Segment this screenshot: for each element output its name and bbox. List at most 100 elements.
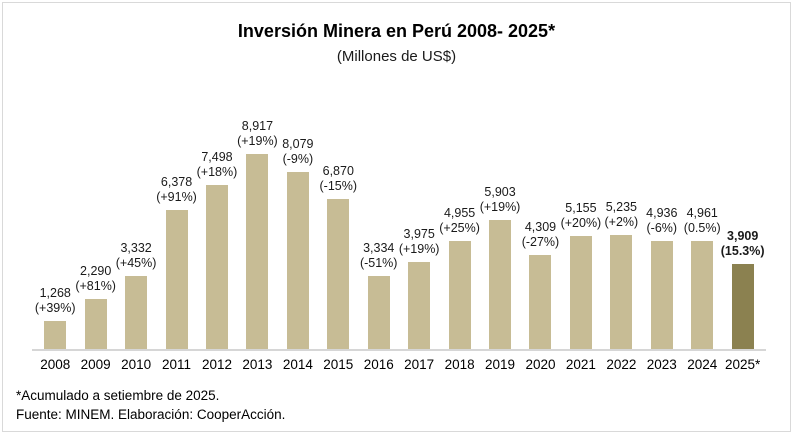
bar-column: 7,498 (+18%) (197, 150, 237, 349)
bar-column: 6,378 (+91%) (156, 175, 197, 349)
x-axis-label: 2020 (525, 357, 556, 372)
bar (205, 185, 228, 349)
bar-percent-change: (-6%) (646, 221, 678, 235)
x-axis-label: 2023 (646, 357, 677, 372)
bar-value: 7,498 (201, 150, 233, 164)
bar-value-label: 5,235 (+2%) (604, 200, 638, 230)
footnote-accumulated: *Acumulado a setiembre de 2025. (16, 388, 220, 403)
footnote-source: Fuente: MINEM. Elaboración: CooperAcción… (16, 407, 286, 422)
bar-value: 4,936 (646, 206, 678, 220)
bar (650, 241, 673, 349)
bar-value: 4,309 (524, 220, 557, 234)
bar-value-label: 5,155 (+20%) (561, 201, 602, 231)
bar-value: 2,290 (80, 264, 112, 278)
x-axis-label: 2025* (725, 357, 761, 372)
bar-value: 8,079 (282, 137, 314, 151)
bar-percent-change: (-51%) (359, 256, 398, 270)
bar-value: 3,334 (363, 241, 395, 255)
bar-value-label: 4,936 (-6%) (646, 206, 677, 236)
bar (286, 172, 309, 349)
bar-column: 4,309 (-27%) (520, 220, 560, 349)
bar-value-label: 3,334 (-51%) (360, 241, 398, 271)
x-axis-label: 2012 (201, 357, 232, 372)
x-axis-label: 2010 (121, 357, 152, 372)
x-axis-line (32, 349, 766, 351)
bar-value-label: 2,290 (+81%) (75, 264, 116, 294)
bar-value: 3,909 (727, 229, 759, 243)
bar-column: 4,955 (+25%) (439, 206, 480, 349)
bar-value: 8,917 (241, 119, 274, 133)
x-axis-label: 2008 (40, 357, 71, 372)
bar-value-label: 8,917 (+19%) (237, 119, 278, 149)
bar-percent-change: (15.3%) (720, 244, 765, 258)
bar-value: 5,903 (484, 185, 516, 199)
chart-footnotes: *Acumulado a setiembre de 2025. Fuente: … (16, 386, 285, 424)
x-axis-label: 2013 (242, 357, 273, 372)
bar-percent-change: (+19%) (398, 242, 440, 256)
x-axis-label: 2019 (485, 357, 516, 372)
bar-percent-change: (0.5%) (683, 221, 721, 235)
bar-value: 4,955 (443, 206, 476, 220)
bar-value: 3,332 (120, 241, 152, 255)
bar-value-label: 1,268 (+39%) (35, 286, 76, 316)
bar-column: 6,870 (-15%) (318, 164, 358, 349)
bar (408, 262, 431, 349)
bar-value-label: 6,378 (+91%) (156, 175, 197, 205)
bar-percent-change: (+18%) (196, 165, 238, 179)
bar-column: 3,975 (+19%) (399, 227, 439, 349)
bar-value: 5,235 (605, 200, 637, 214)
bar-value: 1,268 (39, 286, 71, 300)
bar-column: 8,079 (-9%) (278, 137, 318, 349)
bar-value-label: 3,975 (+19%) (399, 227, 440, 257)
bar-column: 4,961 (0.5%) (682, 206, 722, 349)
bar-column: 5,235 (+2%) (601, 200, 641, 349)
bar-column: 5,903 (+19%) (480, 185, 520, 349)
bar-value: 5,155 (565, 201, 597, 215)
bar-highlighted (731, 264, 754, 349)
bar-value-label: 5,903 (+19%) (480, 185, 521, 215)
bar-column: 3,909 (15.3%) (721, 229, 765, 349)
bar-value: 6,378 (160, 175, 193, 189)
x-axis-label: 2022 (606, 357, 637, 372)
bar-column: 1,268 (+39%) (35, 286, 76, 349)
bar (327, 199, 350, 349)
bar-percent-change: (+39%) (34, 301, 76, 315)
bar-value: 3,975 (403, 227, 435, 241)
chart-subtitle: (Millones de US$) (336, 48, 457, 65)
bar (165, 210, 188, 349)
bar-column: 5,155 (+20%) (561, 201, 601, 349)
x-axis-label: 2017 (404, 357, 435, 372)
x-axis-labels: 2008 2009 2010 2011 2012 2013 2014 2015 2016 2017… (35, 357, 763, 372)
bar-percent-change: (+81%) (75, 279, 116, 293)
bar-percent-change: (+91%) (156, 190, 197, 204)
x-axis-label: 2024 (687, 357, 718, 372)
bar-value-label: 3,909 (15.3%) (721, 229, 765, 259)
bar (246, 154, 269, 349)
bar-column: 3,334 (-51%) (359, 241, 399, 349)
plot-area: 1,268 (+39%) 2,290 (+81%) 3,332 (+45%) 6,378 (+… (35, 101, 765, 349)
bar-column: 4,936 (-6%) (642, 206, 682, 349)
x-axis-label: 2016 (363, 357, 394, 372)
bar-percent-change: (+25%) (439, 221, 480, 235)
bar (448, 241, 471, 349)
bar-column: 8,917 (+19%) (237, 119, 278, 349)
bar-percent-change: (-15%) (319, 179, 358, 193)
bar-percent-change: (+20%) (560, 216, 602, 230)
bar (569, 236, 592, 349)
x-axis-label: 2011 (162, 357, 192, 372)
bar-value-label: 8,079 (-9%) (282, 137, 313, 167)
bar-value-label: 4,961 (0.5%) (684, 206, 721, 236)
bar (610, 235, 633, 349)
bar-percent-change: (+2%) (604, 215, 639, 229)
bar-percent-change: (-9%) (282, 152, 314, 166)
bar (489, 220, 512, 349)
bar-value-label: 4,955 (+25%) (439, 206, 480, 236)
bar-value-label: 6,870 (-15%) (320, 164, 358, 194)
x-axis-label: 2021 (565, 357, 596, 372)
x-axis-label: 2018 (444, 357, 475, 372)
bar (125, 276, 148, 349)
bar-value-label: 3,332 (+45%) (116, 241, 157, 271)
bar-value: 6,870 (322, 164, 354, 178)
x-axis-label: 2009 (80, 357, 111, 372)
